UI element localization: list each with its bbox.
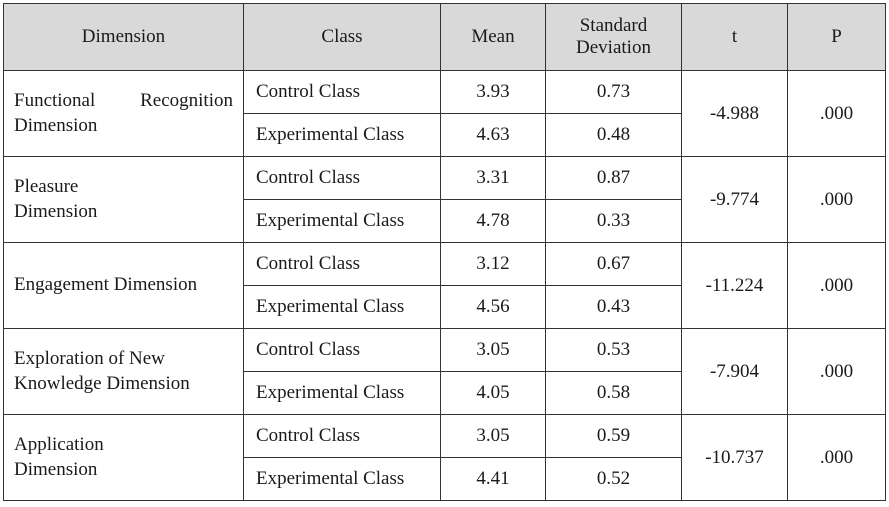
sd-cell: 0.87 <box>545 156 682 200</box>
dimension-cell: Pleasure Dimension <box>3 156 244 243</box>
p-cell: .000 <box>787 242 886 329</box>
p-cell: .000 <box>787 414 886 501</box>
header-sd-line1: Standard <box>579 15 648 37</box>
header-dimension: Dimension <box>3 3 244 71</box>
dimension-line1: Application <box>14 433 104 455</box>
table-header: Dimension Class Mean Standard Deviation … <box>3 3 886 71</box>
class-cell: Experimental Class <box>243 457 441 501</box>
table-row: Experimental Class 4.63 0.48 <box>4 113 886 157</box>
table-row: Exploration of New Knowledge Dimension C… <box>3 328 886 415</box>
class-cell: Control Class <box>243 242 441 286</box>
header-class: Class <box>243 3 441 71</box>
class-cell: Experimental Class <box>243 371 441 415</box>
dimension-line1: Functional Recognition <box>14 89 233 111</box>
class-cell: Control Class <box>243 70 441 114</box>
dimension-cell: Functional Recognition Dimension <box>3 70 244 157</box>
table-row: Experimental Class 4.41 0.52 <box>4 457 886 501</box>
table-row: Experimental Class 4.05 0.58 <box>4 371 886 415</box>
mean-cell: 4.63 <box>440 113 546 157</box>
dimension-line1: Exploration of New <box>14 347 165 369</box>
mean-cell: 3.12 <box>440 242 546 286</box>
sd-cell: 0.33 <box>545 199 682 243</box>
dimension-line2: Dimension <box>14 458 98 480</box>
t-cell: -10.737 <box>681 414 788 501</box>
t-cell: -4.988 <box>681 70 788 157</box>
header-sd-line2: Deviation <box>576 37 651 58</box>
sd-cell: 0.48 <box>545 113 682 157</box>
sd-cell: 0.58 <box>545 371 682 415</box>
mean-cell: 3.93 <box>440 70 546 114</box>
dimension-line1: Engagement Dimension <box>14 274 198 296</box>
sd-cell: 0.43 <box>545 285 682 329</box>
table-row: Experimental Class 4.56 0.43 <box>4 285 886 329</box>
t-cell: -11.224 <box>681 242 788 329</box>
t-cell: -7.904 <box>681 328 788 415</box>
results-table: Dimension Class Mean Standard Deviation … <box>3 3 886 501</box>
mean-cell: 3.31 <box>440 156 546 200</box>
header-mean: Mean <box>440 3 546 71</box>
dimension-line1: Pleasure <box>14 175 79 197</box>
dimension-cell: Exploration of New Knowledge Dimension <box>3 328 244 415</box>
sd-cell: 0.59 <box>545 414 682 458</box>
sd-cell: 0.73 <box>545 70 682 114</box>
table-row: Functional Recognition Dimension Control… <box>3 70 886 157</box>
sd-cell: 0.67 <box>545 242 682 286</box>
table-row: Pleasure Dimension Control Class 3.31 0.… <box>3 156 886 243</box>
t-cell: -9.774 <box>681 156 788 243</box>
table-row: Engagement Dimension Control Class 3.12 … <box>3 242 886 329</box>
p-cell: .000 <box>787 70 886 157</box>
dimension-line2: Dimension <box>14 200 98 222</box>
dimension-line2: Knowledge Dimension <box>14 372 190 394</box>
sd-cell: 0.53 <box>545 328 682 372</box>
p-cell: .000 <box>787 328 886 415</box>
mean-cell: 4.05 <box>440 371 546 415</box>
class-cell: Experimental Class <box>243 285 441 329</box>
mean-cell: 4.56 <box>440 285 546 329</box>
mean-cell: 4.41 <box>440 457 546 501</box>
header-standard-deviation: Standard Deviation <box>545 3 682 71</box>
table-row: Application Dimension Control Class 3.05… <box>3 414 886 501</box>
header-p: P <box>787 3 886 71</box>
dimension-line2: Dimension <box>14 114 98 136</box>
dimension-cell: Application Dimension <box>3 414 244 501</box>
class-cell: Experimental Class <box>243 199 441 243</box>
header-t: t <box>681 3 788 71</box>
class-cell: Control Class <box>243 156 441 200</box>
class-cell: Control Class <box>243 328 441 372</box>
class-cell: Control Class <box>243 414 441 458</box>
table-body: Functional Recognition Dimension Control… <box>3 70 886 501</box>
mean-cell: 3.05 <box>440 328 546 372</box>
header-row: Dimension Class Mean Standard Deviation … <box>3 3 886 71</box>
dimension-cell: Engagement Dimension <box>3 242 244 329</box>
p-cell: .000 <box>787 156 886 243</box>
sd-cell: 0.52 <box>545 457 682 501</box>
mean-cell: 3.05 <box>440 414 546 458</box>
class-cell: Experimental Class <box>243 113 441 157</box>
table-row: Experimental Class 4.78 0.33 <box>4 199 886 243</box>
mean-cell: 4.78 <box>440 199 546 243</box>
